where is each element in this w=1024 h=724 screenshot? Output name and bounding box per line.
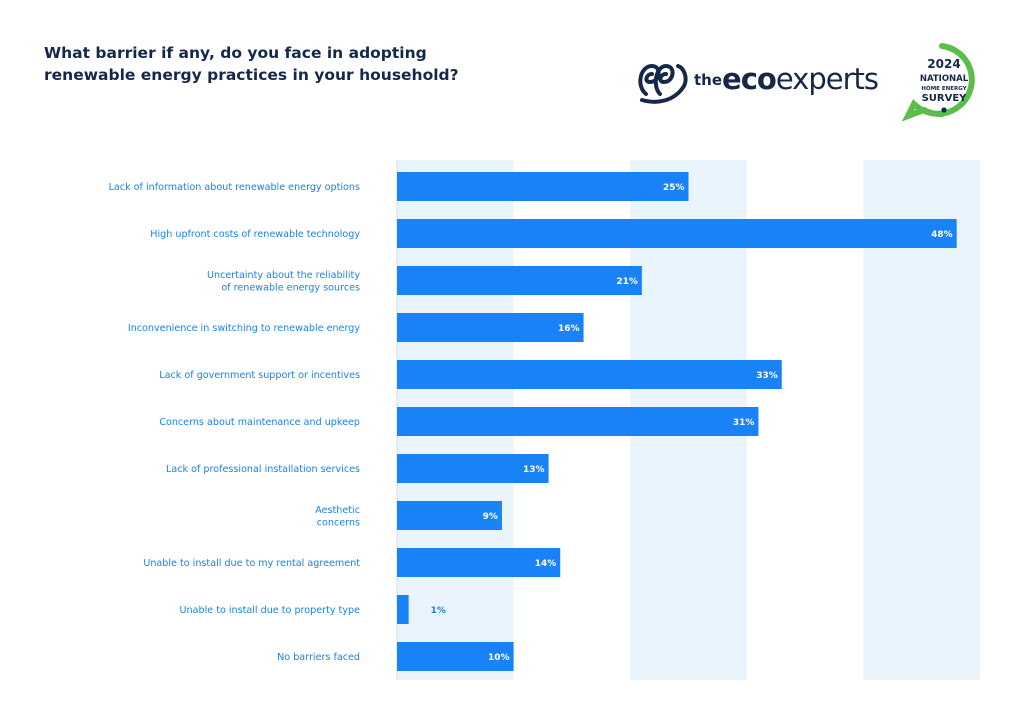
bar	[397, 219, 957, 248]
category-label: Aesthetic	[315, 505, 360, 516]
category-label: Unable to install due to my rental agree…	[143, 558, 360, 569]
category-label: High upfront costs of renewable technolo…	[150, 229, 360, 240]
survey-badge: 2024 NATIONAL HOME ENERGY SURVEY	[901, 43, 975, 122]
value-label: 31%	[733, 418, 755, 428]
bar	[397, 454, 549, 483]
eco-experts-swirl-icon	[638, 63, 688, 104]
bar	[397, 172, 689, 201]
category-label: Lack of government support or incentives	[159, 370, 360, 381]
badge-globe-icon	[941, 107, 947, 113]
bar	[397, 266, 642, 295]
value-label: 9%	[483, 512, 498, 522]
category-label: of renewable energy sources	[221, 282, 360, 293]
badge-line1: NATIONAL	[920, 74, 969, 84]
value-label: 48%	[931, 230, 953, 240]
value-label: 10%	[488, 653, 510, 663]
value-label: 1%	[431, 606, 446, 616]
logo-word-eco: eco	[722, 62, 777, 96]
badge-line2: HOME ENERGY	[921, 86, 967, 92]
category-label: Lack of professional installation servic…	[166, 464, 360, 475]
bar	[397, 501, 502, 530]
badge-year: 2024	[927, 57, 960, 71]
category-label: Uncertainty about the reliability	[207, 270, 360, 281]
logo-word-the: the	[694, 71, 723, 89]
bar	[397, 313, 584, 342]
value-label: 21%	[616, 277, 638, 287]
category-label: concerns	[317, 517, 360, 528]
eco-experts-logo: theecoexperts	[634, 56, 884, 108]
bar	[397, 642, 514, 671]
bar	[397, 548, 561, 577]
category-label: Inconvenience in switching to renewable …	[128, 323, 360, 334]
category-label: Unable to install due to property type	[180, 605, 361, 616]
value-label: 16%	[558, 324, 580, 334]
value-label: 33%	[756, 371, 778, 381]
badge-line3: SURVEY	[922, 93, 968, 104]
bar	[397, 407, 759, 436]
logo-word-experts: experts	[775, 62, 879, 96]
value-label: 14%	[535, 559, 557, 569]
chart-title: What barrier if any, do you face in adop…	[44, 44, 459, 84]
category-label: Concerns about maintenance and upkeep	[159, 417, 360, 428]
value-label: 13%	[523, 465, 545, 475]
bar	[397, 360, 782, 389]
bar	[397, 595, 409, 624]
category-label: No barriers faced	[277, 652, 360, 663]
value-label: 25%	[663, 183, 685, 193]
category-label: Lack of information about renewable ener…	[109, 182, 360, 193]
